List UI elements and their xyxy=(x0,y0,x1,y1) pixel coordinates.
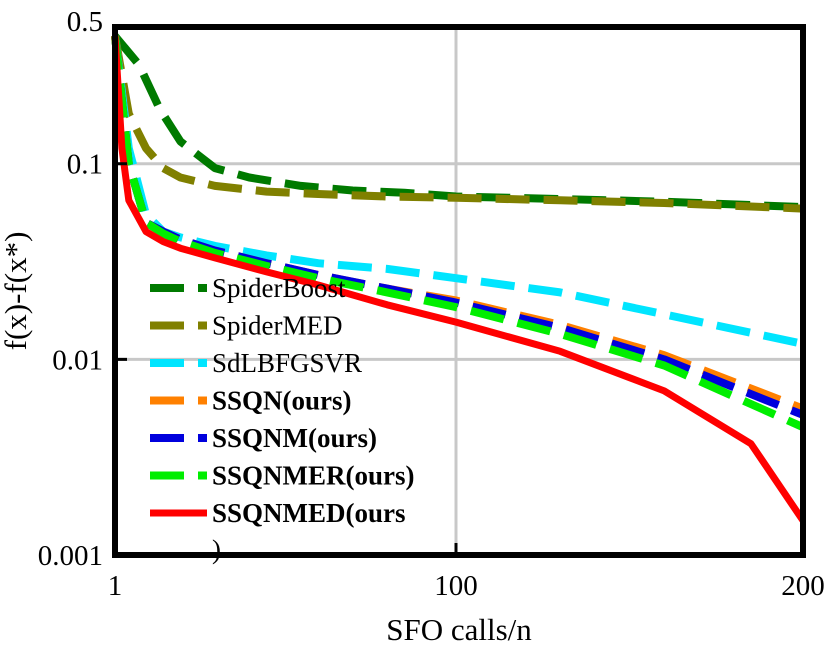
legend-overflow-text: ) xyxy=(212,535,221,565)
x-tick-label: 100 xyxy=(434,570,478,602)
y-tick-label: 0.1 xyxy=(67,149,103,181)
plot-frame xyxy=(112,24,806,558)
series-lines xyxy=(111,33,806,523)
series-line-3 xyxy=(111,35,804,348)
y-tick-label: 0.5 xyxy=(67,6,103,38)
axis-ticks: 1 100 200 0.5 0.1 0.01 0.001 xyxy=(38,6,825,602)
x-tick-label: 1 xyxy=(108,570,123,602)
legend-label: SdLBFGSVR xyxy=(212,348,362,378)
x-tick-label: 200 xyxy=(781,570,825,602)
grid-lines xyxy=(115,27,803,555)
legend-label: SpiderMED xyxy=(212,311,343,341)
legend: SpiderBoost SpiderMED SdLBFGSVR SSQN(ours) S… xyxy=(150,273,415,565)
series-line-7 xyxy=(111,35,806,523)
legend-label: SSQNMED(ours xyxy=(212,498,406,528)
legend-label: SSQNM(ours) xyxy=(212,423,377,453)
series-line-1 xyxy=(111,33,804,212)
series-line-6 xyxy=(111,35,805,431)
x-axis-label: SFO calls/n xyxy=(386,612,532,647)
legend-label: SSQNMER(ours) xyxy=(212,461,415,491)
y-axis-label: f(x)-f(x*) xyxy=(0,232,33,351)
y-tick-label: 0.001 xyxy=(38,540,103,572)
legend-label: SpiderBoost xyxy=(212,273,346,303)
y-tick-label: 0.01 xyxy=(52,344,103,376)
series-line-2 xyxy=(111,35,804,213)
legend-label: SSQN(ours) xyxy=(212,386,352,416)
